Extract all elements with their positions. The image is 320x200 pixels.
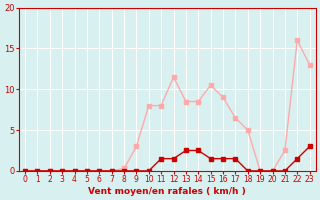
X-axis label: Vent moyen/en rafales ( km/h ): Vent moyen/en rafales ( km/h ) — [88, 187, 246, 196]
